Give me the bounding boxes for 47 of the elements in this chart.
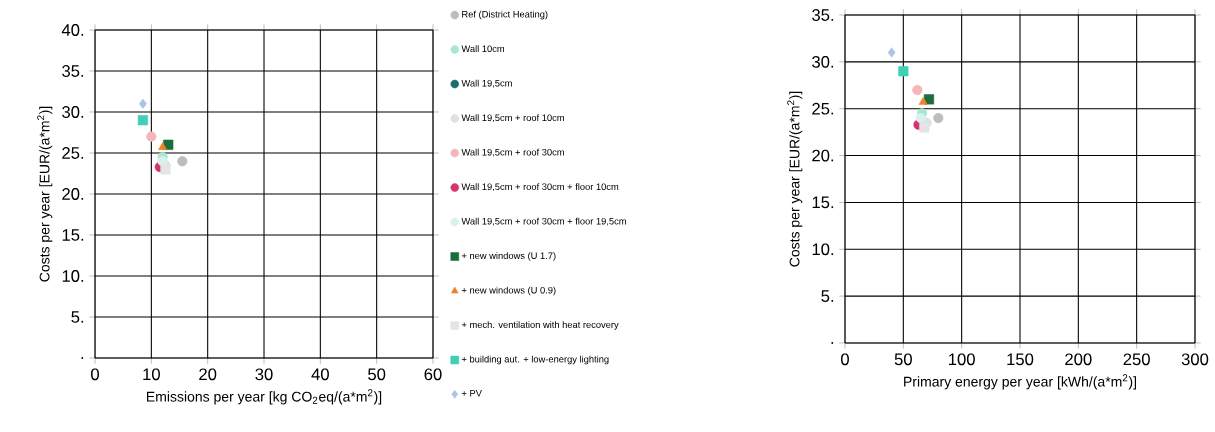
- x-tick-label: 50: [368, 368, 386, 381]
- y-tick-label: 15.: [62, 229, 84, 241]
- y-axis-title: Costs per year [EUR/(a*m$^{2}$)]: [787, 91, 803, 267]
- x-tick-label: 40: [311, 368, 329, 381]
- y-tick-label: 25.: [812, 102, 834, 115]
- y-tick-label: 5.: [821, 290, 834, 302]
- x-tick-label: 30: [255, 368, 273, 381]
- x-tick-label: 0: [841, 353, 849, 366]
- legend-label: + new windows (U 0.9): [461, 286, 556, 296]
- y-tick-label: .: [831, 342, 834, 344]
- x-tick-label: 50: [894, 353, 912, 366]
- legend-label: + mech. ventilation with heat recovery: [461, 321, 619, 330]
- x-tick-label: 20: [199, 368, 217, 381]
- x-axis-title: Emissions per year [kg CO$_{2}$eq/(a*m$^{2}$)]: [147, 389, 382, 405]
- legend-label: Ref (District Heating): [462, 10, 548, 20]
- x-tick-label: 10: [143, 368, 160, 381]
- legend-label: Wall 19,5cm: [461, 79, 512, 88]
- legend-label: Wall 19,5cm + roof 30cm + floor 19,5cm: [461, 217, 626, 226]
- x-tick-label: 60: [424, 368, 442, 381]
- legend-label: Wall 19,5cm + roof 30cm: [461, 148, 564, 157]
- y-tick-label: 35.: [812, 9, 834, 21]
- legend-label: + building aut. + low-energy lighting: [461, 355, 609, 365]
- x-tick-label: 250: [1123, 353, 1150, 366]
- y-tick-label: 25.: [62, 147, 84, 159]
- legend-label: + new windows (U 1.7): [461, 252, 556, 261]
- y-tick-label: 20.: [62, 188, 84, 200]
- y-tick-label: 15.: [812, 196, 834, 209]
- x-tick-label: 150: [1007, 353, 1034, 366]
- y-tick-label: 30.: [812, 55, 834, 68]
- y-tick-label: 10.: [62, 270, 84, 282]
- x-tick-label: 100: [949, 353, 975, 366]
- y-axis-title: Costs per year [EUR/(a*m$^{2}$)]: [37, 106, 53, 282]
- y-tick-label: 30.: [62, 106, 84, 118]
- x-tick-label: 200: [1065, 353, 1092, 366]
- legend-label: Wall 19,5cm + roof 10cm: [461, 114, 564, 123]
- x-axis-title: Primary energy per year [kWh/(a*m$^{2}$)]: [904, 374, 1137, 390]
- y-tick-label: 40.: [61, 24, 84, 36]
- legend-label: Wall 10cm: [461, 45, 505, 53]
- y-tick-label: 10.: [812, 243, 834, 256]
- legend-label: Wall 19,5cm + roof 30cm + floor 10cm: [461, 183, 619, 192]
- y-tick-label: 5.: [71, 311, 84, 323]
- x-tick-label: 0: [91, 368, 99, 381]
- y-tick-label: 35.: [62, 65, 84, 77]
- legend-label: + PV: [461, 390, 482, 397]
- y-tick-label: 20.: [812, 149, 834, 162]
- y-tick-label: .: [81, 357, 84, 359]
- x-tick-label: 300: [1181, 353, 1209, 366]
